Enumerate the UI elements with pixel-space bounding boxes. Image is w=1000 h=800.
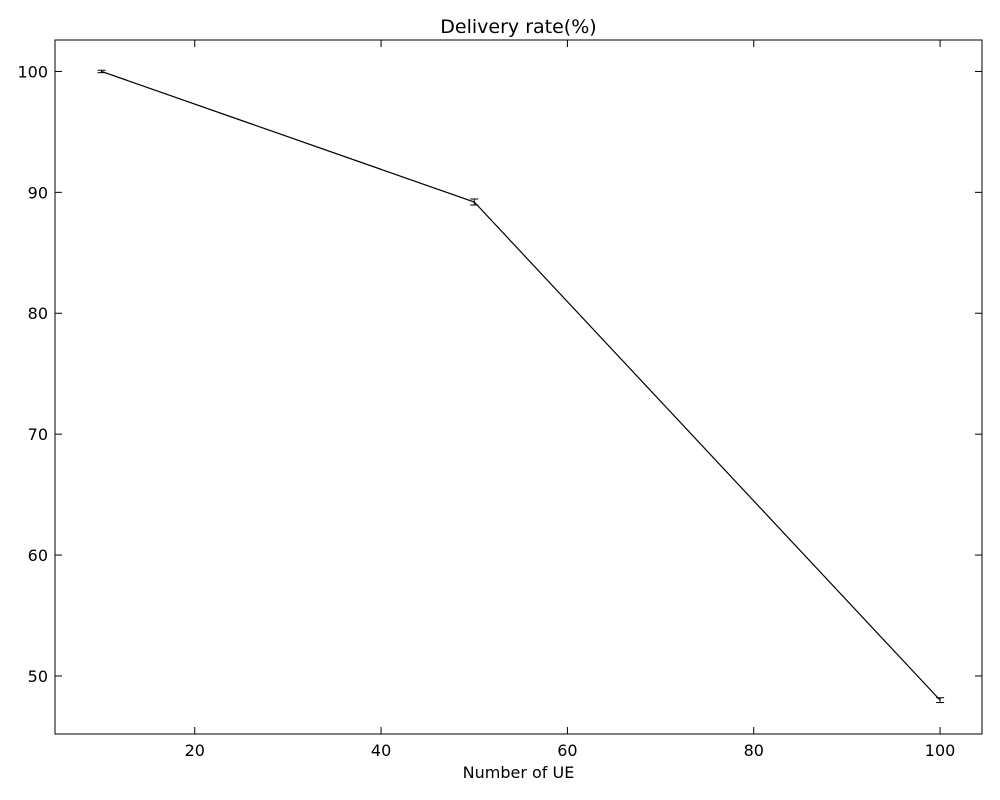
y-tick-label: 80: [28, 304, 48, 323]
y-tick-label: 60: [28, 546, 48, 565]
y-tick-label: 100: [17, 62, 48, 81]
y-tick-label: 50: [28, 667, 48, 686]
x-axis-title: Number of UE: [463, 763, 575, 782]
chart-marks: 20 40 60 80 100 50 60 70 80 90 100: [17, 40, 982, 760]
y-tick-label: 90: [28, 183, 48, 202]
x-tick-label: 20: [185, 741, 205, 760]
x-tick-label: 80: [744, 741, 764, 760]
x-tick-label: 60: [557, 741, 577, 760]
y-tick-label: 70: [28, 425, 48, 444]
series-line: [101, 70, 941, 701]
x-tick-label: 100: [925, 741, 956, 760]
chart-title: Delivery rate(%): [440, 16, 596, 38]
x-tick-label: 40: [371, 741, 391, 760]
plot-frame: [54, 39, 983, 735]
